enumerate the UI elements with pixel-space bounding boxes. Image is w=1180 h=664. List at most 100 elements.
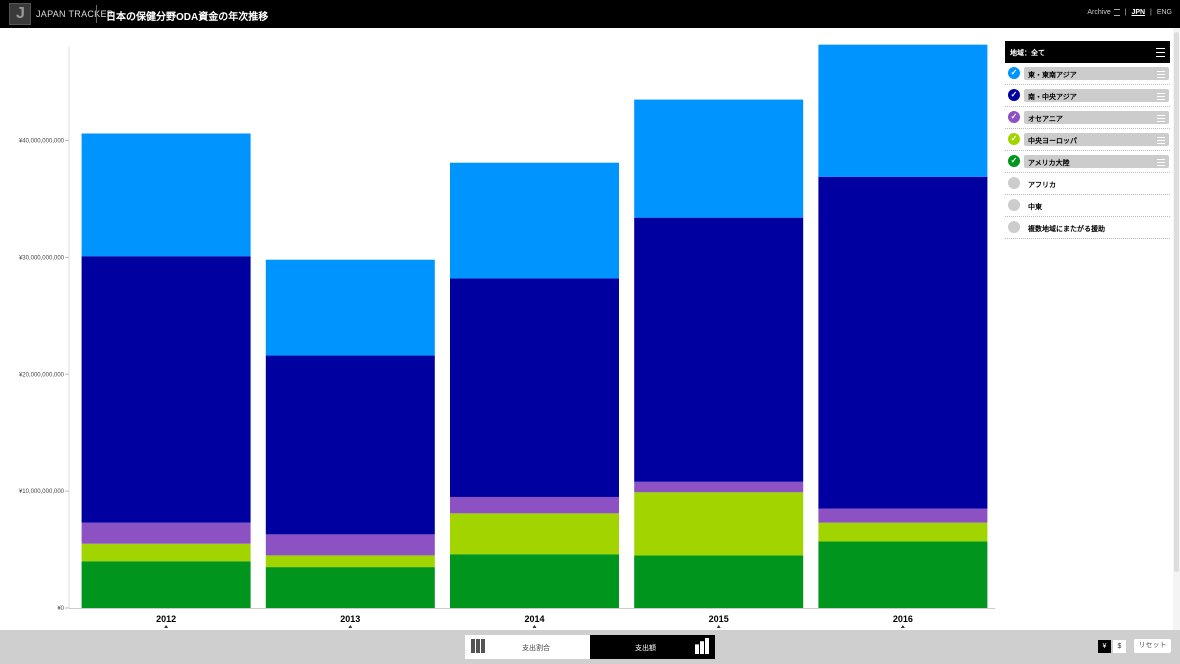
bar-segment <box>81 543 251 562</box>
page-title: 日本の保健分野ODA資金の年次推移 <box>106 12 269 23</box>
x-tick-label: 2015 <box>709 614 729 624</box>
region-item[interactable]: ✓ オセアニア <box>1005 107 1170 129</box>
region-item[interactable]: ✓ アメリカ大陸 <box>1005 151 1170 173</box>
lang-jpn-link[interactable]: JPN <box>1131 9 1146 17</box>
view-toggle: 支出割合 支出額 <box>465 635 715 659</box>
share-grid-icon <box>471 639 485 653</box>
bar-segment <box>265 555 435 568</box>
region-item[interactable]: 中東 <box>1005 195 1170 217</box>
drag-handle-icon[interactable] <box>1157 137 1165 144</box>
scrollbar-thumb[interactable] <box>1174 32 1179 572</box>
header-divider <box>96 5 97 23</box>
bar-segment <box>450 162 619 279</box>
bar-segment <box>450 554 619 608</box>
chart-area: ¥0 ¥10,000,000,000 ¥20,000,000,000 ¥30,000,… <box>0 28 1000 630</box>
bar-segment <box>450 496 619 514</box>
region-item[interactable]: ✓ 中央ヨーロッパ <box>1005 129 1170 151</box>
bar-segment <box>818 44 988 177</box>
region-filter-title: 地域：全て <box>1010 50 1045 57</box>
logo-letter: J <box>16 5 25 22</box>
region-pill[interactable] <box>1024 67 1169 80</box>
region-label: 中東 <box>1028 204 1042 211</box>
bottom-bar: 支出割合 支出額 ¥ $ リセット <box>0 630 1180 664</box>
bar-segment <box>634 99 804 218</box>
region-filter-header[interactable]: 地域：全て <box>1005 41 1170 63</box>
region-pill[interactable] <box>1024 89 1169 102</box>
bar-segment <box>450 513 619 555</box>
lang-separator: | <box>1150 9 1152 17</box>
bar-segment <box>818 508 988 523</box>
reset-button[interactable]: リセット <box>1134 639 1171 653</box>
caret-up-icon <box>164 625 169 628</box>
unchecked-circle-icon[interactable] <box>1008 199 1020 211</box>
caret-up-icon <box>716 625 721 628</box>
toggle-share-label: 支出割合 <box>522 645 550 652</box>
region-item[interactable]: ✓ 南・中央アジア <box>1005 85 1170 107</box>
region-item[interactable]: アフリカ <box>1005 173 1170 195</box>
logo[interactable]: J <box>9 3 31 25</box>
stacked-bar-chart: ¥0 ¥10,000,000,000 ¥20,000,000,000 ¥30,000,… <box>19 44 995 628</box>
bar-segment <box>265 534 435 556</box>
brand-name[interactable]: JAPAN TRACKER <box>36 9 114 19</box>
lang-separator: | <box>1124 9 1127 17</box>
check-icon[interactable]: ✓ <box>1008 155 1020 167</box>
region-label: オセアニア <box>1028 116 1063 123</box>
region-pill[interactable] <box>1024 155 1169 168</box>
drag-handle-icon[interactable] <box>1157 93 1165 100</box>
y-tick-label: ¥20,000,000,000 <box>19 372 65 378</box>
x-tick-label: 2014 <box>524 614 544 624</box>
bar-segment <box>450 278 619 497</box>
lang-eng-link[interactable]: ENG <box>1156 9 1172 17</box>
toggle-amount-label: 支出額 <box>635 645 656 652</box>
bar-segment <box>81 133 251 257</box>
archive-link[interactable]: Archive <box>1087 9 1111 17</box>
currency-usd-button[interactable]: $ <box>1113 640 1126 653</box>
region-label: 複数地域にまたがる援助 <box>1028 226 1105 233</box>
region-item[interactable]: 複数地域にまたがる援助 <box>1005 217 1170 239</box>
x-tick-label: 2013 <box>340 614 360 624</box>
check-icon[interactable]: ✓ <box>1008 67 1020 79</box>
bar-segment <box>81 256 251 523</box>
menu-icon[interactable] <box>1156 48 1165 57</box>
unchecked-circle-icon[interactable] <box>1008 177 1020 189</box>
toggle-share-button[interactable]: 支出割合 <box>465 635 590 659</box>
bar-segment <box>634 555 804 608</box>
y-tick-label: ¥30,000,000,000 <box>19 255 65 261</box>
bar-segment <box>265 259 435 356</box>
archive-icon[interactable] <box>1113 9 1120 16</box>
bar-segment <box>634 217 804 482</box>
region-label: アフリカ <box>1028 182 1056 189</box>
amount-bars-icon <box>695 638 709 654</box>
y-tick-label: ¥10,000,000,000 <box>19 489 65 495</box>
region-pill[interactable] <box>1024 133 1169 146</box>
bar-segment <box>818 522 988 542</box>
region-pill[interactable] <box>1024 111 1169 124</box>
language-switcher: Archive | JPN | ENG <box>1084 9 1172 16</box>
caret-up-icon <box>532 625 537 628</box>
region-list: ✓ 東・東南アジア ✓ 南・中央アジア ✓ オセアニア ✓ 中央ヨーロッパ ✓ アメリカ大陸 アフリ… <box>1005 63 1170 239</box>
drag-handle-icon[interactable] <box>1157 71 1165 78</box>
region-item[interactable]: ✓ 東・東南アジア <box>1005 63 1170 85</box>
unchecked-circle-icon[interactable] <box>1008 221 1020 233</box>
y-tick-label: ¥40,000,000,000 <box>19 139 65 145</box>
region-label: 東・東南アジア <box>1028 72 1077 79</box>
bar-segment <box>818 541 988 608</box>
check-icon[interactable]: ✓ <box>1008 133 1020 145</box>
currency-yen-button[interactable]: ¥ <box>1098 640 1111 653</box>
region-label: 中央ヨーロッパ <box>1028 138 1077 145</box>
check-icon[interactable]: ✓ <box>1008 111 1020 123</box>
top-bar: J JAPAN TRACKER 日本の保健分野ODA資金の年次推移 Archiv… <box>0 0 1180 28</box>
drag-handle-icon[interactable] <box>1157 159 1165 166</box>
region-filter-panel: 地域：全て ✓ 東・東南アジア ✓ 南・中央アジア ✓ オセアニア ✓ 中央ヨーロッパ ✓ アメリ… <box>1005 41 1170 239</box>
drag-handle-icon[interactable] <box>1157 115 1165 122</box>
region-label: アメリカ大陸 <box>1028 160 1070 167</box>
check-icon[interactable]: ✓ <box>1008 89 1020 101</box>
bar-segment <box>265 567 435 608</box>
bar-segment <box>81 561 251 608</box>
x-tick-label: 2016 <box>893 614 913 624</box>
bar-segment <box>634 481 804 493</box>
x-tick-label: 2012 <box>156 614 176 624</box>
toggle-amount-button[interactable]: 支出額 <box>590 635 715 659</box>
region-label: 南・中央アジア <box>1028 94 1077 101</box>
y-tick-label: ¥0 <box>57 606 64 612</box>
